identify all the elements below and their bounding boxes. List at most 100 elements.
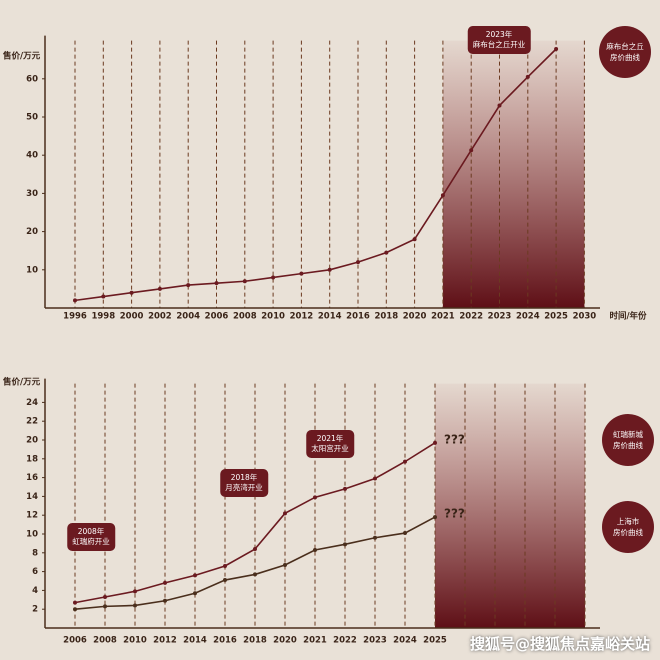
y-tick-label: 6 bbox=[32, 567, 38, 577]
highlight-band bbox=[442, 40, 585, 308]
x-tick-label: 2010 bbox=[261, 312, 285, 322]
x-tick-label: 2014 bbox=[183, 636, 207, 646]
point bbox=[525, 74, 530, 79]
y-tick-label: 8 bbox=[32, 548, 38, 558]
point bbox=[101, 294, 106, 299]
line bbox=[74, 442, 436, 604]
annotation: 2018年 月亮湾开业 bbox=[220, 469, 268, 497]
x-tick-label: 2010 bbox=[123, 636, 147, 646]
y-tick-label: 18 bbox=[26, 454, 38, 464]
x-tick-label: 2021 bbox=[303, 636, 327, 646]
x-axis-title: 时间/年份 bbox=[609, 311, 647, 322]
point bbox=[163, 598, 167, 603]
annotation: 2008年 虹瑞府开业 bbox=[67, 523, 115, 551]
point bbox=[373, 476, 377, 481]
x-tick-label: 2021 bbox=[431, 312, 455, 322]
point bbox=[271, 275, 276, 280]
x-tick-label: 2023 bbox=[488, 312, 512, 322]
point bbox=[403, 459, 407, 464]
end-label: ??? bbox=[444, 432, 465, 446]
point bbox=[412, 237, 417, 242]
point bbox=[73, 600, 77, 605]
point bbox=[433, 515, 437, 520]
point bbox=[343, 542, 347, 547]
point bbox=[253, 547, 257, 552]
point bbox=[497, 103, 502, 108]
point bbox=[313, 547, 317, 552]
x-tick-label: 2030 bbox=[573, 312, 597, 322]
x-tick-label: 2008 bbox=[233, 312, 257, 322]
x-tick-label: 2000 bbox=[120, 312, 144, 322]
x-tick-label: 2018 bbox=[243, 636, 267, 646]
annotation: 2023年 麻布台之丘开业 bbox=[467, 26, 531, 54]
y-axis-title: 售价/万元 bbox=[2, 377, 41, 388]
point bbox=[193, 573, 197, 578]
point bbox=[242, 279, 247, 284]
y-tick-label: 12 bbox=[26, 511, 38, 521]
point bbox=[163, 580, 167, 585]
point bbox=[103, 594, 107, 599]
x-tick-label: 2006 bbox=[63, 636, 87, 646]
y-tick-label: 30 bbox=[26, 189, 38, 199]
x-tick-label: 2002 bbox=[148, 312, 172, 322]
y-tick-label: 10 bbox=[26, 265, 38, 275]
x-tick-label: 2012 bbox=[153, 636, 177, 646]
x-tick-label: 2020 bbox=[403, 312, 427, 322]
x-tick-label: 2024 bbox=[393, 636, 417, 646]
y-tick-label: 20 bbox=[26, 227, 38, 237]
point bbox=[73, 607, 77, 612]
highlight-band bbox=[435, 383, 585, 628]
y-axis-title: 售价/万元 bbox=[2, 51, 41, 62]
x-tick-label: 2008 bbox=[93, 636, 117, 646]
x-tick-label: 2016 bbox=[213, 636, 237, 646]
legend-badge: 上海市 房价曲线 bbox=[602, 501, 654, 553]
point bbox=[313, 495, 317, 500]
point bbox=[186, 283, 191, 288]
point bbox=[133, 603, 137, 608]
point bbox=[214, 281, 219, 286]
line bbox=[74, 48, 557, 302]
x-tick-label: 1998 bbox=[91, 312, 115, 322]
x-tick-label: 2018 bbox=[374, 312, 398, 322]
point bbox=[384, 250, 389, 255]
point bbox=[403, 531, 407, 536]
point bbox=[157, 286, 162, 291]
y-tick-label: 60 bbox=[26, 74, 38, 84]
x-tick-label: 2006 bbox=[205, 312, 229, 322]
point bbox=[193, 591, 197, 596]
end-label: ??? bbox=[444, 507, 465, 521]
y-tick-label: 2 bbox=[32, 605, 38, 615]
point bbox=[129, 290, 134, 295]
y-tick-label: 20 bbox=[26, 436, 38, 446]
x-tick-label: 2025 bbox=[423, 636, 447, 646]
point bbox=[299, 271, 304, 276]
point bbox=[73, 298, 77, 303]
legend-badge: 虹瑞新城 房价曲线 bbox=[602, 414, 654, 466]
point bbox=[253, 572, 257, 577]
x-tick-label: 1996 bbox=[63, 312, 87, 322]
point bbox=[356, 260, 360, 265]
y-tick-label: 4 bbox=[32, 586, 38, 596]
point bbox=[327, 267, 332, 272]
x-tick-label: 2022 bbox=[333, 636, 357, 646]
y-tick-label: 50 bbox=[26, 113, 38, 123]
y-tick-label: 16 bbox=[26, 473, 38, 483]
x-tick-label: 2022 bbox=[459, 312, 483, 322]
y-tick-label: 22 bbox=[26, 417, 38, 427]
x-tick-label: 2012 bbox=[290, 312, 314, 322]
watermark: 搜狐号@搜狐焦点嘉峪关站 bbox=[469, 635, 650, 653]
annotation: 2021年 太阳宫开业 bbox=[306, 430, 354, 458]
x-tick-label: 2014 bbox=[318, 312, 342, 322]
point bbox=[223, 563, 227, 568]
y-tick-label: 24 bbox=[26, 398, 38, 408]
x-tick-label: 2016 bbox=[346, 312, 370, 322]
x-tick-label: 2023 bbox=[363, 636, 387, 646]
legend-badge: 麻布台之丘 房价曲线 bbox=[599, 26, 651, 78]
y-tick-label: 10 bbox=[26, 530, 38, 540]
point bbox=[103, 604, 107, 609]
point bbox=[433, 440, 437, 445]
x-tick-label: 2004 bbox=[176, 312, 200, 322]
y-tick-label: 14 bbox=[26, 492, 38, 502]
